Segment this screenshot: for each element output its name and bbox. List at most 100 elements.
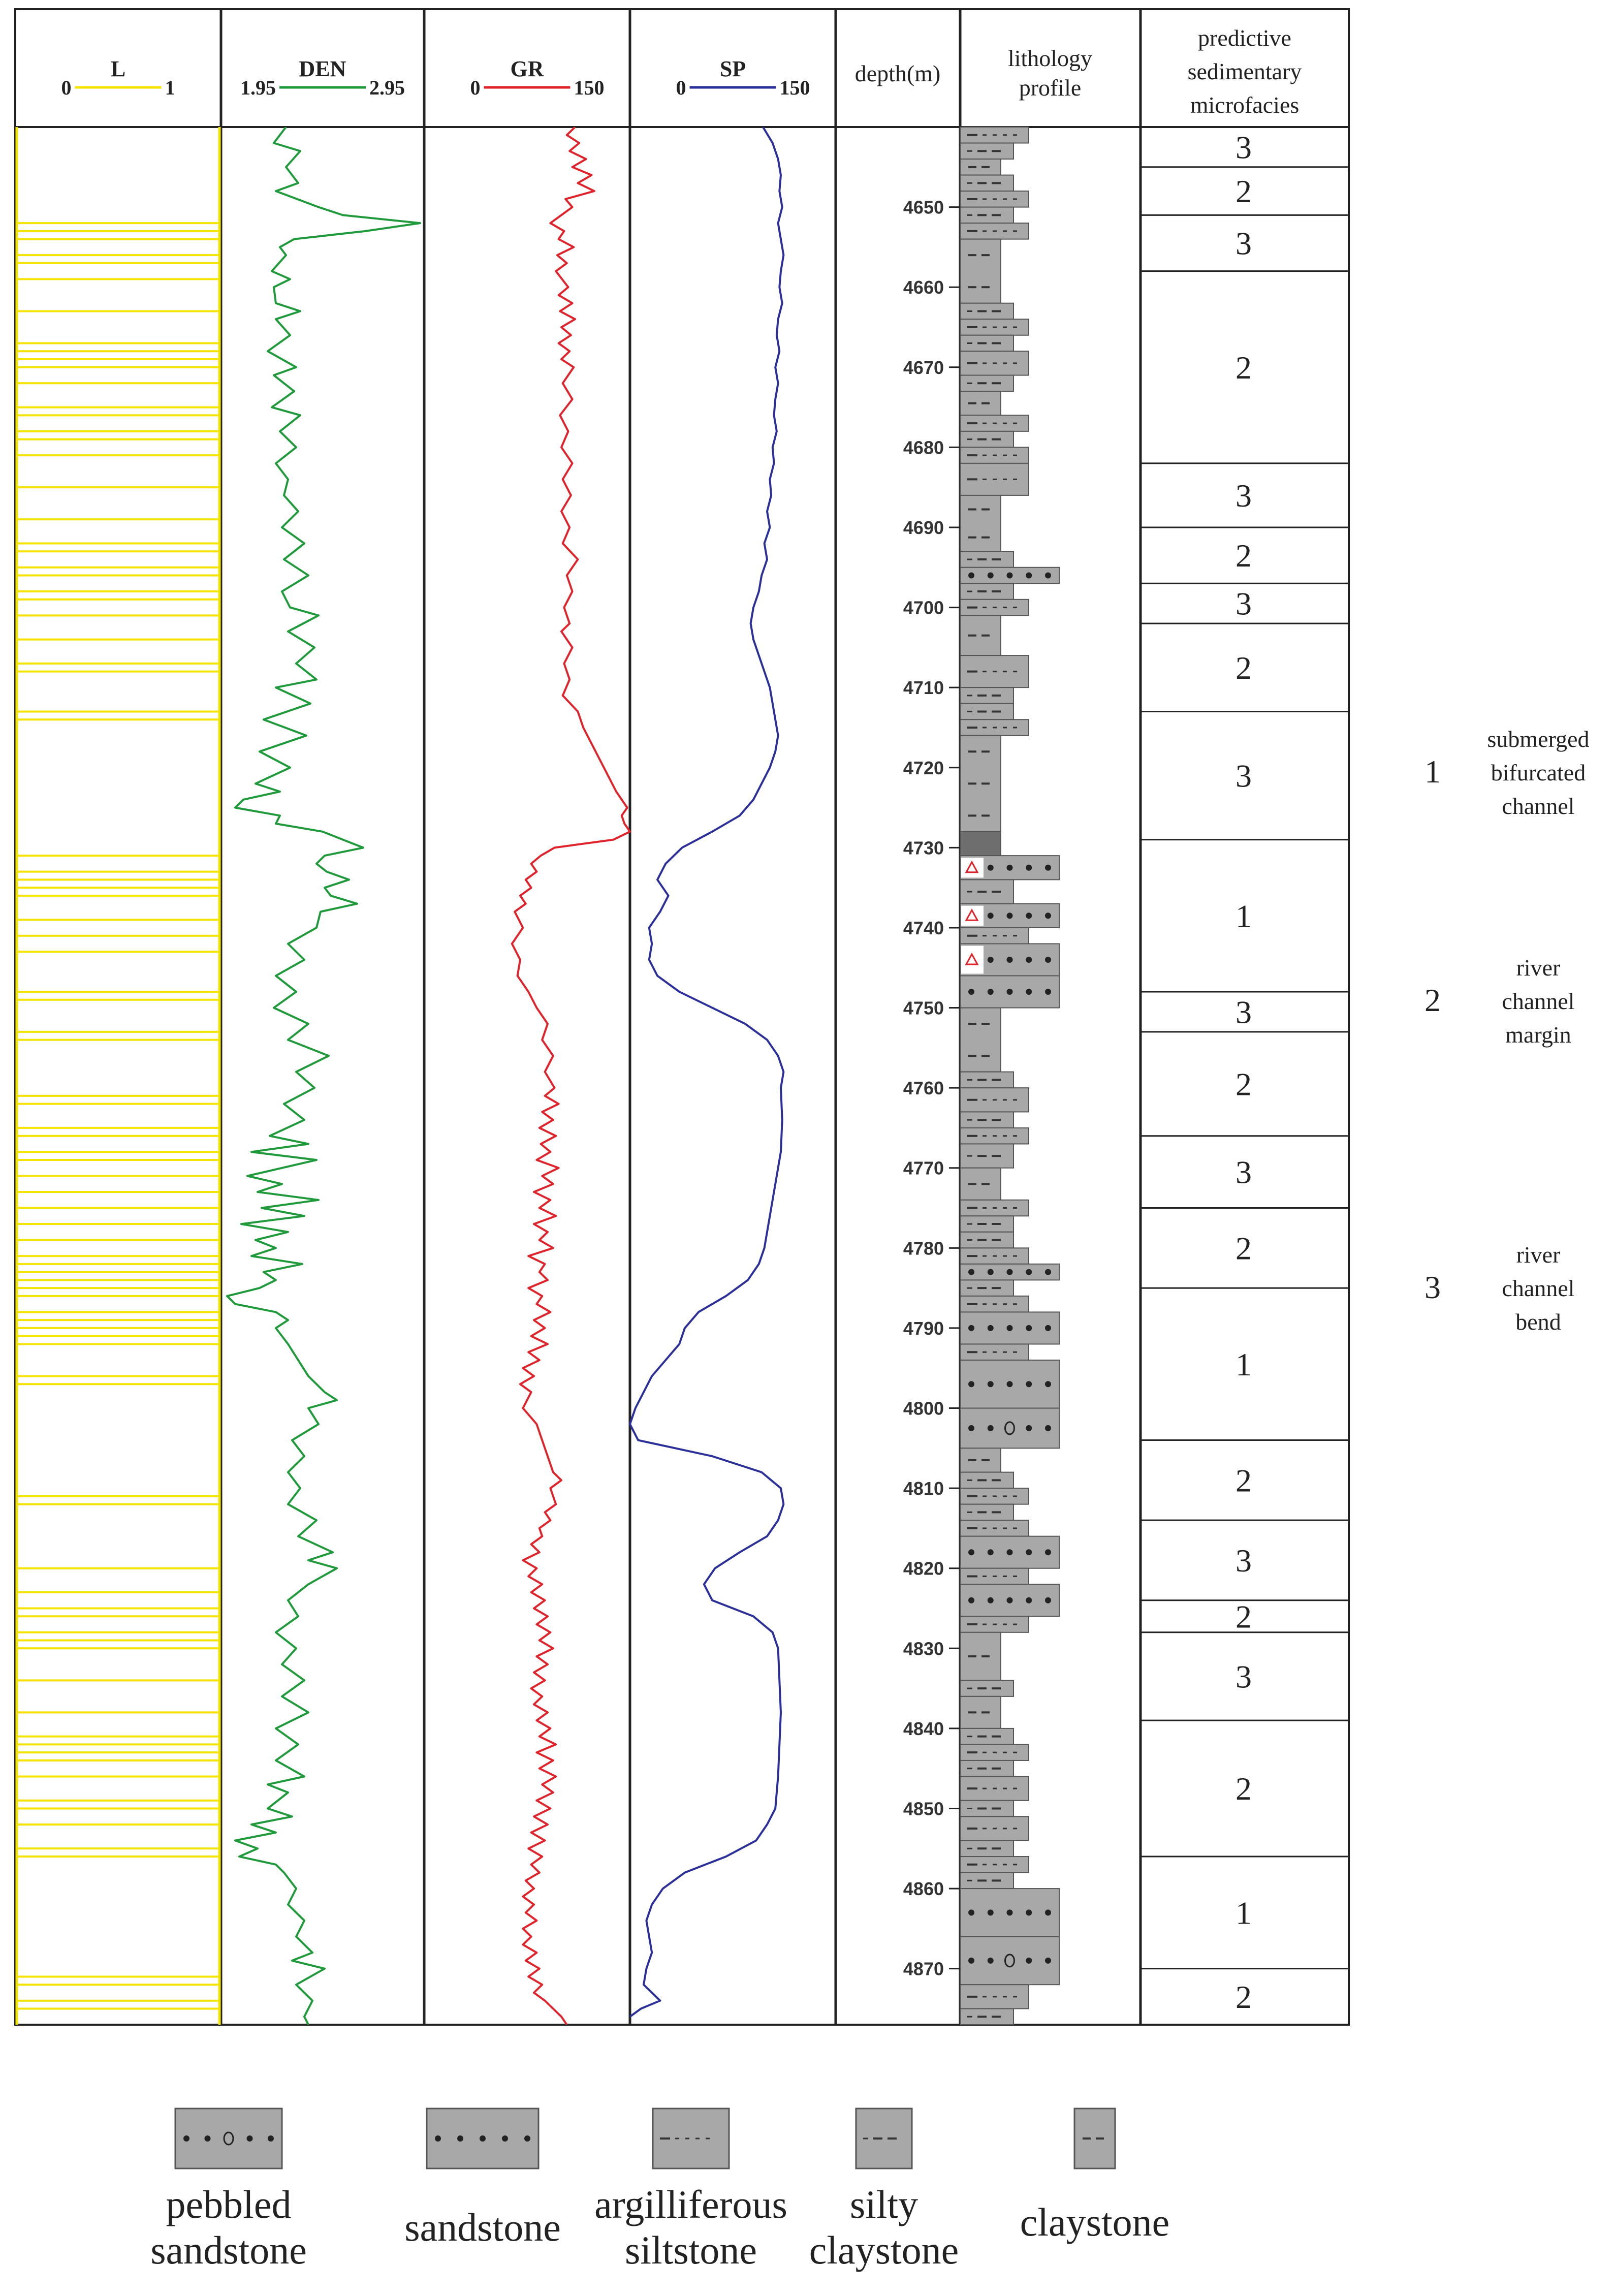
sand-dot: [1026, 1381, 1032, 1388]
depth-tick-label: 4780: [903, 1238, 944, 1259]
lithology-bed-sand: [960, 855, 1060, 880]
lithology-bed-siltclay: [960, 551, 1014, 568]
lithology-bed-siltclay: [960, 1840, 1014, 1858]
sand-dot: [968, 1957, 974, 1964]
gr-curve: [511, 127, 631, 2025]
microfacies-code: 2: [1235, 1979, 1252, 2015]
lithology-bed-siltclay: [960, 1759, 1014, 1777]
depth-tick-label: 4800: [903, 1398, 944, 1419]
facies-key-text: submerged: [1487, 726, 1589, 752]
depth-tick-label: 4700: [903, 597, 944, 618]
microfacies-code: 2: [1235, 350, 1252, 386]
lithology-bed-siltclay: [960, 302, 1014, 320]
lithology-bed-fill: [960, 1936, 1060, 1986]
depth-tick-label: 4790: [903, 1318, 944, 1339]
microfacies-code: 2: [1235, 1230, 1252, 1266]
sand-dot: [987, 572, 994, 579]
track-min-gr: 0: [470, 76, 481, 99]
lithology-bed-argsilt: [960, 655, 1029, 688]
sand-dot: [1026, 1269, 1032, 1275]
lithology-bed-argsilt: [960, 1816, 1029, 1841]
lithology-bed-sand: [960, 1311, 1060, 1345]
lithology-bed-argsilt: [960, 447, 1029, 464]
sand-dot: [1045, 1325, 1051, 1331]
track-label-gr: GR: [511, 56, 545, 81]
sand-dot: [1045, 913, 1051, 919]
microfacies-code: 3: [1235, 758, 1252, 794]
lithology-bed-argsilt: [960, 415, 1029, 432]
sand-dot: [1026, 956, 1032, 963]
depth-tick-label: 4870: [903, 1959, 944, 1979]
sand-dot: [1006, 956, 1013, 963]
lithology-bed-sand: [960, 1584, 1060, 1617]
sand-dot: [968, 1909, 974, 1916]
sand-dot: [968, 1597, 974, 1603]
sand-dot: [1006, 1909, 1013, 1916]
microfacies-code: 3: [1235, 1543, 1252, 1579]
legend-label: siltstone: [625, 2228, 757, 2272]
facies-key-text: channel: [1502, 793, 1574, 819]
lithology-bed-sand: [960, 975, 1060, 1009]
sand-dot: [987, 1549, 994, 1556]
sand-dot: [968, 1549, 974, 1556]
lithology-bed-fill: [960, 494, 1001, 552]
lithology-bed-argsilt: [960, 191, 1029, 208]
microfacies-column-title-line: predictive: [1198, 25, 1291, 51]
sand-dot: [1006, 1381, 1013, 1388]
lithology-bed-pebbled: [960, 1936, 1060, 1986]
lithology-bed-fill: [960, 1872, 1014, 1890]
lithology-profile: [960, 127, 1060, 2025]
sand-dot: [987, 1325, 994, 1331]
sand-dot: [987, 1909, 994, 1916]
lithology-bed-siltclay: [960, 1215, 1014, 1233]
track-label-l: L: [111, 56, 125, 81]
sand-dot: [987, 1269, 994, 1275]
lithology-bed-clay: [960, 159, 1001, 176]
sand-dot: [1026, 1549, 1032, 1556]
lithology-bed-siltclay: [960, 1471, 1014, 1489]
sand-dot: [480, 2135, 486, 2142]
microfacies-code: 3: [1235, 1658, 1252, 1694]
lithology-bed-argsilt: [960, 1616, 1029, 1633]
lithology-bed-argsilt: [960, 1199, 1029, 1217]
microfacies-code: 1: [1235, 1895, 1252, 1931]
lithology-bed-siltclay: [960, 1279, 1014, 1297]
sand-dot: [457, 2135, 463, 2142]
lithology-bed-dark: [960, 831, 1001, 857]
depth-tick-label: 4860: [903, 1878, 944, 1899]
depth-tick-label: 4770: [903, 1158, 944, 1179]
sand-dot: [1045, 1269, 1051, 1275]
lithology-bed-siltclay: [960, 142, 1014, 160]
lithology-bed-fill: [960, 831, 1001, 857]
lithology-bed-clay: [960, 615, 1001, 656]
lithology-bed-siltclay: [960, 1143, 1014, 1169]
outer-border: [14, 8, 1350, 2026]
lithology-bed-siltclay: [960, 1071, 1014, 1089]
track-label-sp: SP: [720, 56, 746, 81]
sand-dot: [1026, 913, 1032, 919]
sand-dot: [1045, 864, 1051, 871]
depth-tick-label: 4850: [903, 1798, 944, 1819]
lithology-bed-siltclay: [960, 879, 1014, 904]
sand-dot: [968, 989, 974, 995]
lithology-bed-argsilt: [960, 223, 1029, 240]
gravel-triangle-icon: [965, 908, 979, 921]
gravel-triangle-icon: [965, 952, 979, 965]
lithology-bed-fill: [960, 159, 1001, 176]
sand-dot: [524, 2135, 530, 2142]
lithology-bed-siltclay: [960, 1231, 1014, 1249]
depth-column-title: depth(m): [855, 60, 941, 86]
microfacies-code: 3: [1235, 478, 1252, 514]
lithology-bed-argsilt: [960, 1856, 1029, 1873]
sand-dot: [987, 1957, 994, 1964]
sand-dot: [1006, 1325, 1013, 1331]
sand-dot: [1026, 1425, 1032, 1431]
legend-label: pebbled: [166, 2182, 292, 2226]
lithology-bed-siltclay: [960, 2008, 1014, 2025]
depth-tick-label: 4760: [903, 1078, 944, 1098]
sand-dot: [435, 2135, 441, 2142]
lithology-bed-fill: [960, 1631, 1001, 1681]
sand-dot: [1026, 572, 1032, 579]
track-max-sp: 150: [780, 76, 810, 99]
